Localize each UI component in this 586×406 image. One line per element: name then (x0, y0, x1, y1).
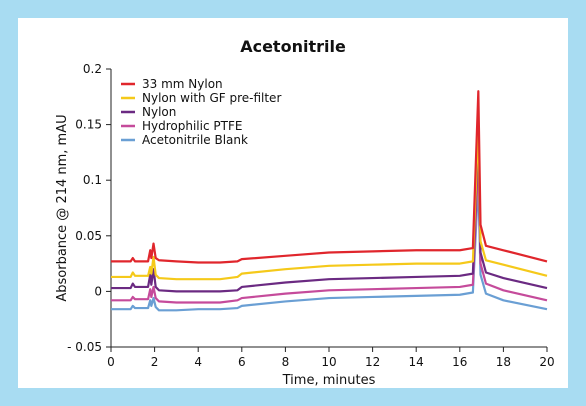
y-tick-label: 0.1 (83, 173, 102, 187)
axes: 0 2 4 6 8 10 12 14 16 18 20 - 0.05 0 0.05 0.1 0.15 0.2 (67, 62, 555, 369)
x-tick-label: 14 (409, 355, 424, 369)
legend-label-3: Hydrophilic PTFE (142, 119, 242, 133)
chart-title: Acetonitrile (240, 37, 346, 56)
chart-frame: Acetonitrile Absorbance @ 214 nm, mAU Ti… (18, 18, 568, 388)
x-tick-label: 0 (107, 355, 115, 369)
y-tick-label: 0.15 (75, 118, 102, 132)
legend-label-1: Nylon with GF pre-filter (142, 91, 281, 105)
x-tick-label: 8 (282, 355, 290, 369)
y-tick-label: 0.2 (83, 62, 102, 76)
x-tick-label: 2 (151, 355, 159, 369)
x-tick-label: 18 (496, 355, 511, 369)
x-tick-label: 10 (321, 355, 336, 369)
legend-label-4: Acetonitrile Blank (142, 133, 248, 147)
x-axis-label: Time, minutes (282, 373, 376, 388)
chart: Acetonitrile Absorbance @ 214 nm, mAU Ti… (55, 37, 555, 388)
y-axis-label: Absorbance @ 214 nm, mAU (55, 114, 70, 301)
x-tick-label: 4 (194, 355, 202, 369)
x-tick-label: 20 (539, 355, 554, 369)
legend-label-2: Nylon (142, 105, 176, 119)
y-tick-label: 0.05 (75, 229, 102, 243)
x-tick-label: 6 (238, 355, 246, 369)
x-tick-label: 12 (365, 355, 380, 369)
y-tick-label: 0 (94, 284, 102, 298)
y-tick-label: - 0.05 (67, 340, 102, 354)
x-tick-label: 16 (452, 355, 467, 369)
legend-label-0: 33 mm Nylon (142, 77, 223, 91)
series-line-0 (111, 90, 548, 264)
series-layer (111, 90, 548, 312)
